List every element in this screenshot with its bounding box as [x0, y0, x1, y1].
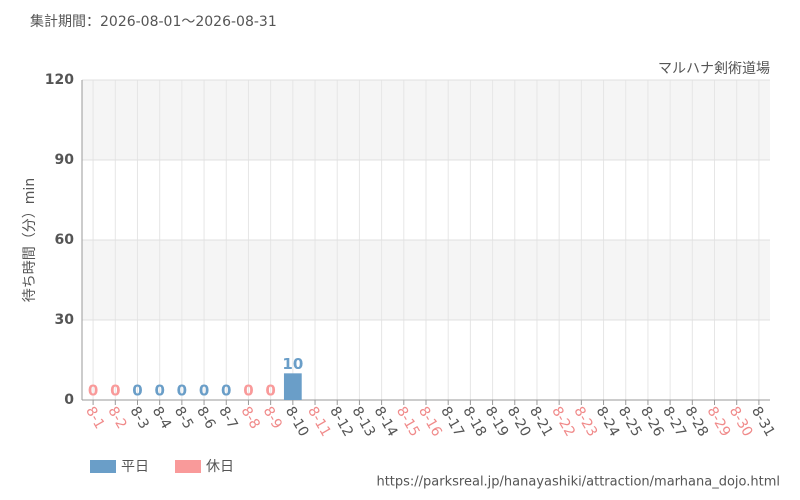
legend-label: 平日 [121, 459, 149, 475]
bar [283, 373, 302, 400]
x-tick-label: 8-31 [748, 404, 778, 440]
x-tick-label: 8-3 [127, 404, 152, 432]
data-label: 0 [199, 382, 209, 400]
y-tick-label: 30 [55, 312, 75, 328]
x-tick-label: 8-4 [149, 404, 174, 432]
x-tick-label: 8-2 [104, 404, 129, 432]
y-tick-label: 0 [64, 392, 74, 408]
x-tick-label: 8-7 [215, 404, 240, 432]
data-label: 0 [177, 382, 187, 400]
legend-swatch [175, 460, 201, 473]
x-tick-label: 8-5 [171, 404, 196, 432]
legend-label: 休日 [206, 459, 234, 475]
y-tick-label: 60 [55, 232, 75, 248]
y-axis-label: 待ち時間（分）min [22, 178, 38, 302]
legend-swatch [90, 460, 116, 473]
x-tick-label: 8-6 [193, 404, 218, 432]
data-label: 10 [282, 355, 303, 373]
x-tick-label: 8-1 [82, 404, 107, 432]
chart-subtitle: 集計期間：2026-08-01～2026-08-31 [30, 13, 277, 30]
data-label: 0 [265, 382, 275, 400]
source-url: https://parksreal.jp/hanayashiki/attract… [376, 475, 780, 490]
data-label: 0 [154, 382, 164, 400]
x-tick-label: 8-8 [238, 404, 263, 432]
y-tick-label: 90 [55, 152, 75, 168]
data-label: 0 [110, 382, 120, 400]
data-label: 0 [132, 382, 142, 400]
data-label: 0 [243, 382, 253, 400]
data-label: 0 [88, 382, 98, 400]
x-tick-label: 8-9 [260, 404, 285, 432]
chart-title: マルハナ剣術道場 [658, 61, 770, 77]
data-label: 0 [221, 382, 231, 400]
y-tick-label: 120 [45, 72, 74, 88]
